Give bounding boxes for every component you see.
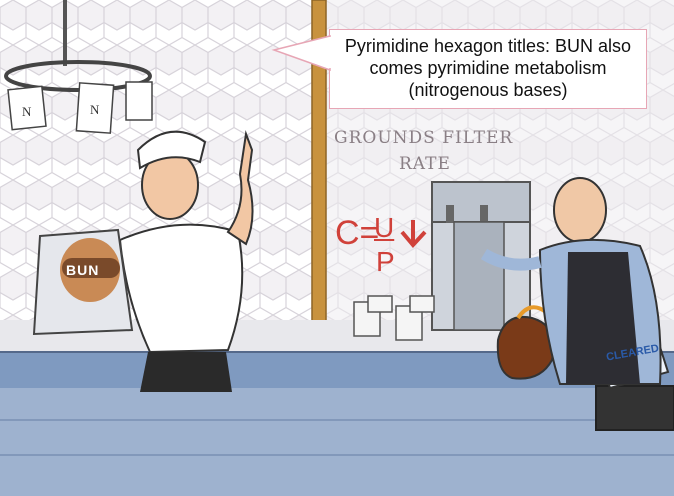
coffee-pot [496, 305, 555, 380]
wall-sign-line-2: RATE [399, 154, 451, 174]
young-cook [32, 130, 254, 392]
order-ticket-letter: N [90, 102, 100, 117]
callout-text: Pyrimidine hexagon titles: BUN also come… [344, 36, 632, 100]
bag-label: BUN [66, 262, 100, 278]
equation-numerator: U [374, 212, 395, 243]
explanation-callout: Pyrimidine hexagon titles: BUN also come… [329, 29, 647, 109]
mug-stack [353, 295, 435, 341]
equation-left: C= [335, 214, 380, 252]
equation-denominator: P [376, 246, 395, 277]
order-ticket-letter: N [22, 104, 32, 119]
elderly-barista [480, 177, 662, 385]
coffee-machine [431, 181, 531, 331]
wall-sign-line-1: GROUNDS FILTER [334, 128, 514, 148]
order-rail [4, 0, 153, 134]
